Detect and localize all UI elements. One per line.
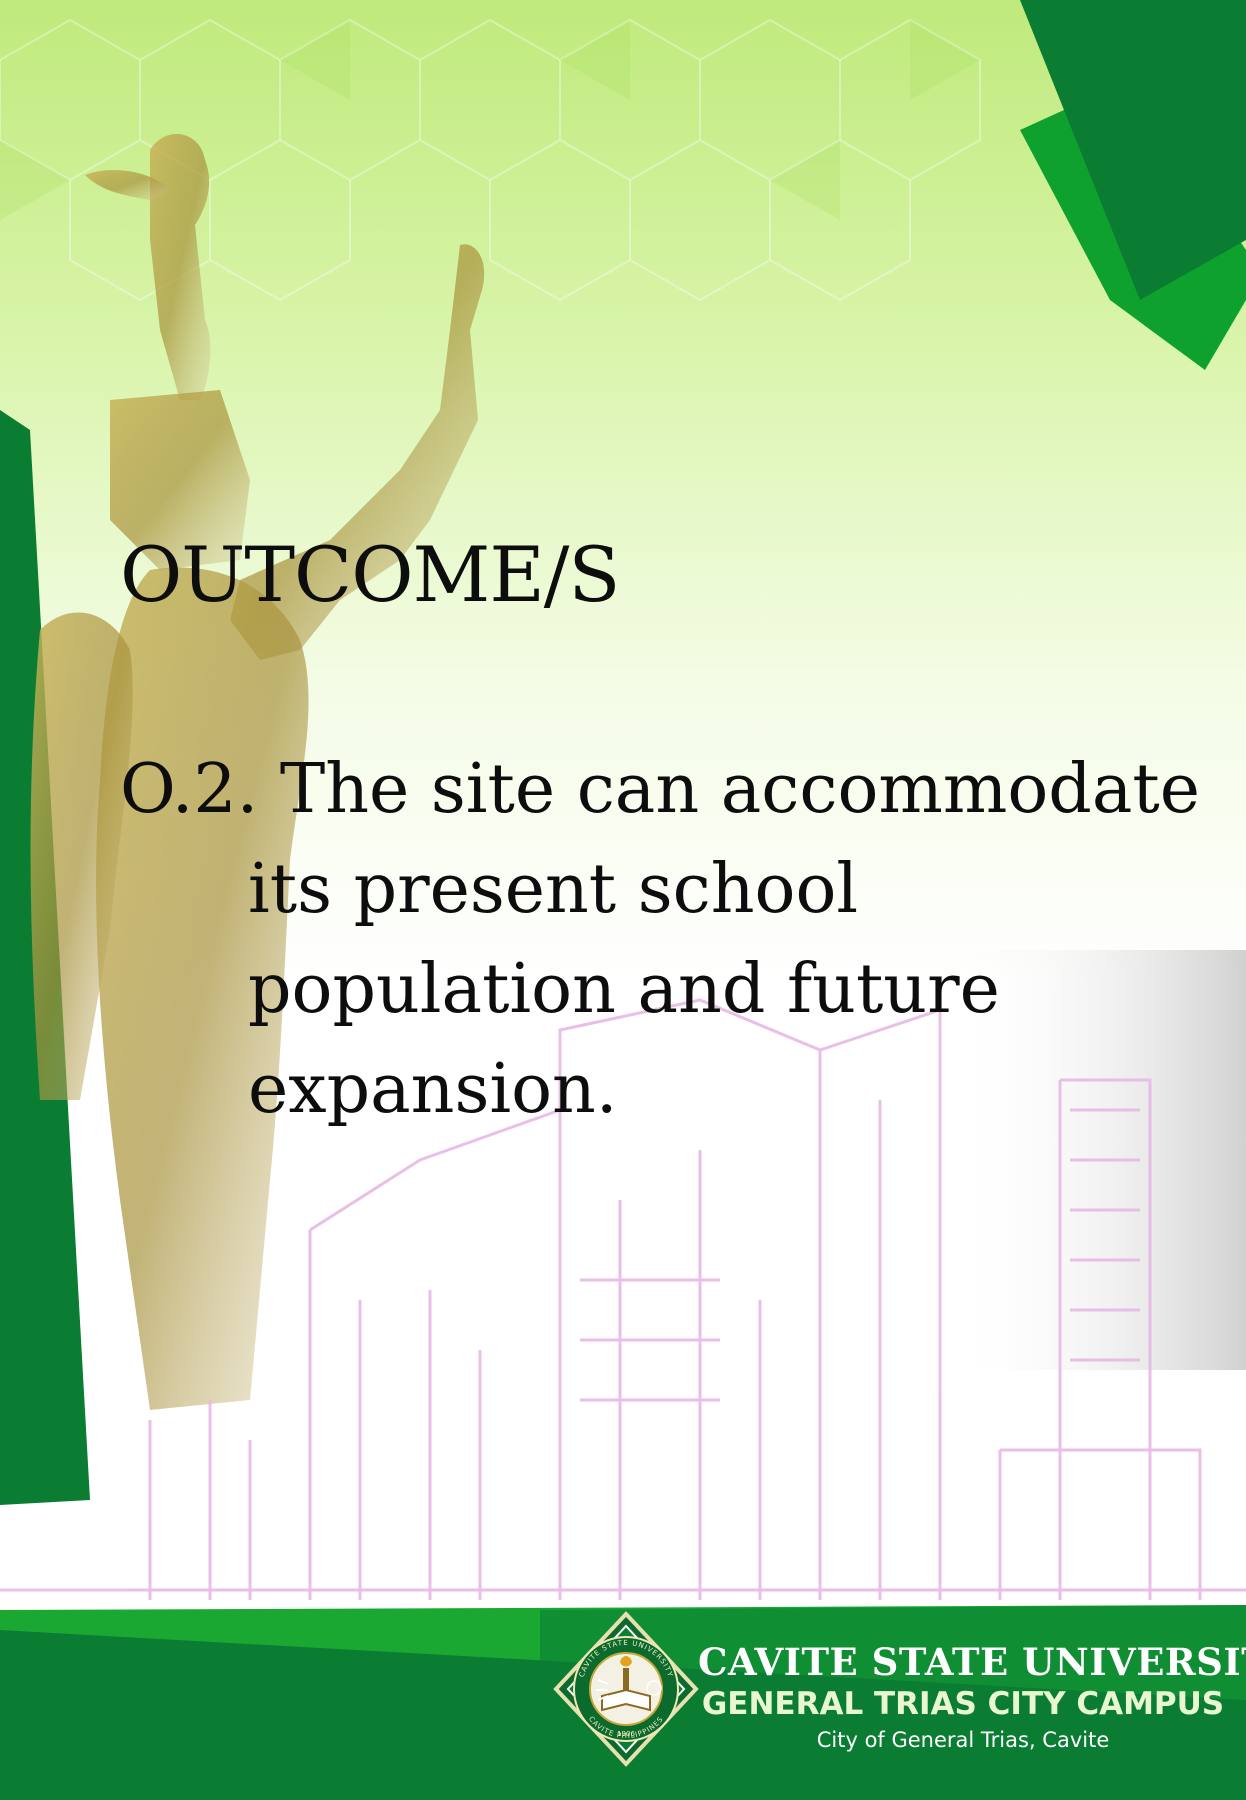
campus-location: City of General Trias, Cavite	[816, 1728, 1110, 1752]
outcome-line-2: its present school	[248, 850, 859, 929]
seal-year: 1906	[617, 1730, 635, 1738]
university-seal-icon: CAVITE STATE UNIVERSITY CAVITE PHILIPPIN…	[553, 1611, 699, 1767]
statue-illustration	[30, 133, 485, 1410]
outcome-line-3: population and future	[248, 950, 1000, 1029]
building-outline	[0, 998, 1246, 1600]
outcome-line-4: expansion.	[248, 1050, 618, 1129]
outcome-number: O.2.	[120, 750, 259, 829]
campus-name: GENERAL TRIAS CITY CAMPUS	[701, 1686, 1225, 1722]
slide-heading: OUTCOME/S	[120, 530, 620, 619]
hex-pattern	[0, 18, 981, 302]
outcome-statement: O.2. The site can accommodate its presen…	[120, 740, 1210, 1140]
university-name: CAVITE STATE UNIVERSITY	[698, 1640, 1246, 1684]
outcome-line-1: O.2. The site can accommodate	[120, 740, 1210, 840]
